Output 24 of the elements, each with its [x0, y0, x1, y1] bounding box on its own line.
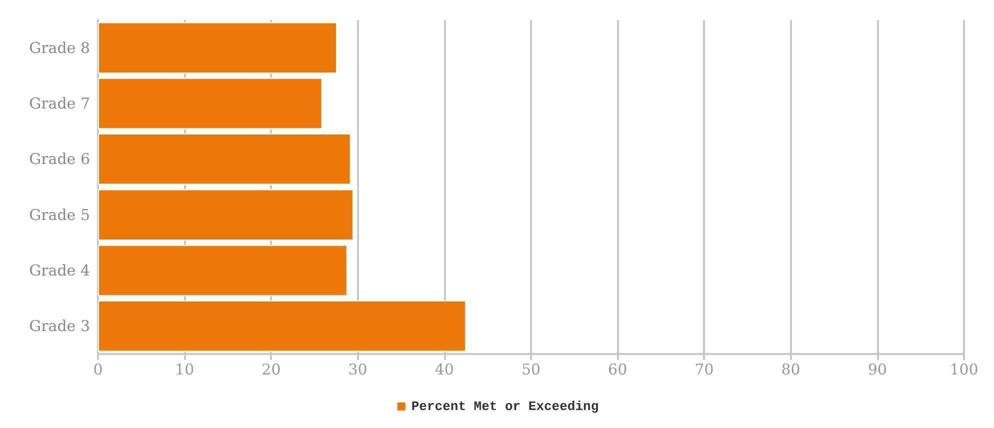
x-tick-label: 40 [434, 360, 454, 378]
x-tick-label: 100 [950, 360, 978, 378]
legend-label: Percent Met or Exceeding [411, 399, 599, 414]
x-tick-label: 70 [694, 360, 714, 378]
x-tick-label: 20 [262, 360, 281, 378]
x-tick-label: 0 [93, 360, 103, 378]
x-tick-label: 50 [521, 360, 541, 378]
y-tick-label: Grade 7 [29, 94, 90, 112]
x-tick-label: 80 [781, 360, 800, 378]
bar [98, 244, 348, 296]
y-tick-label: Grade 5 [29, 206, 90, 224]
y-tick-label: Grade 3 [29, 317, 90, 336]
y-tick-label: Grade 8 [29, 38, 90, 57]
bar [98, 78, 322, 130]
y-tick-label: Grade 4 [29, 262, 90, 280]
x-tick-label: 60 [608, 360, 628, 378]
y-tick-label: Grade 6 [29, 150, 90, 168]
x-tick-label: 30 [348, 360, 368, 378]
bar [98, 22, 338, 74]
x-tick-label: 10 [175, 360, 194, 378]
bar [98, 134, 351, 185]
bar [98, 300, 466, 352]
x-tick-label: 90 [868, 360, 887, 378]
bar [98, 189, 354, 240]
